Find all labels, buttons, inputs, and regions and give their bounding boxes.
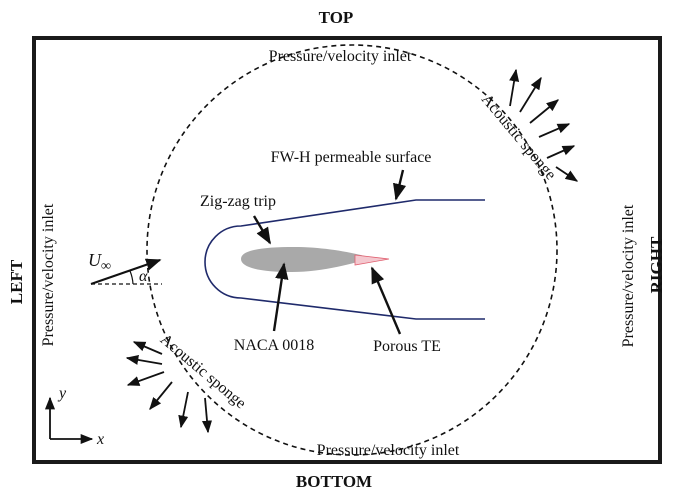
inlet-top-label: Pressure/velocity inlet xyxy=(269,48,412,65)
sponge-arrow xyxy=(149,381,173,410)
bottom-label: BOTTOM xyxy=(296,472,372,491)
coordinate-axes xyxy=(44,396,94,445)
top-label: TOP xyxy=(319,8,354,27)
inlet-right-label: Pressure/velocity inlet xyxy=(620,204,637,347)
fwh-surface xyxy=(204,199,485,320)
zigzag-trip-label: Zig-zag trip xyxy=(200,193,276,210)
fwh-pointer-arrow xyxy=(393,169,407,201)
axis-y-label: y xyxy=(57,385,67,402)
sponge-arrow xyxy=(132,341,163,355)
sponge-arrow xyxy=(519,76,542,113)
left-label: LEFT xyxy=(7,259,26,304)
sponge-arrow xyxy=(538,123,571,138)
fwh-surface-label: FW-H permeable surface xyxy=(271,149,432,166)
inlet-bottom-label: Pressure/velocity inlet xyxy=(317,442,460,459)
freestream-subscript: ∞ xyxy=(101,259,111,274)
sponge-top-label: Acoustic sponge xyxy=(478,91,559,183)
axis-x-label: x xyxy=(96,431,104,448)
domain-boundary xyxy=(32,36,662,464)
inlet-left-label: Pressure/velocity inlet xyxy=(40,203,57,346)
sponge-arrow xyxy=(126,371,165,386)
alpha-symbol: α xyxy=(139,268,148,285)
freestream-arrow xyxy=(90,258,162,286)
porous-te-region xyxy=(354,254,390,266)
porous-te-pointer-arrow xyxy=(370,266,402,335)
freestream-symbol: U∞ xyxy=(88,250,111,274)
sponge-arrow xyxy=(201,397,213,434)
sponge-arrow xyxy=(529,99,559,124)
aoa-arc xyxy=(129,270,134,285)
sponge-bottom-arrows xyxy=(125,341,213,434)
sponge-arrow xyxy=(555,166,579,182)
right-label: RIGHT xyxy=(647,236,666,293)
sponge-arrow xyxy=(509,68,520,107)
naca-label: NACA 0018 xyxy=(234,337,314,354)
naca-airfoil xyxy=(241,247,372,272)
zigzag-pointer-arrow xyxy=(252,215,272,245)
sponge-arrow xyxy=(546,145,576,159)
far-field-circle xyxy=(146,44,558,456)
freestream-indicator: U∞ α xyxy=(88,250,162,286)
sponge-top-arrows xyxy=(509,68,579,182)
sponge-arrow xyxy=(125,354,163,365)
naca-pointer-arrow xyxy=(272,262,289,332)
sponge-arrow xyxy=(178,391,189,429)
porous-te-label: Porous TE xyxy=(373,338,441,355)
